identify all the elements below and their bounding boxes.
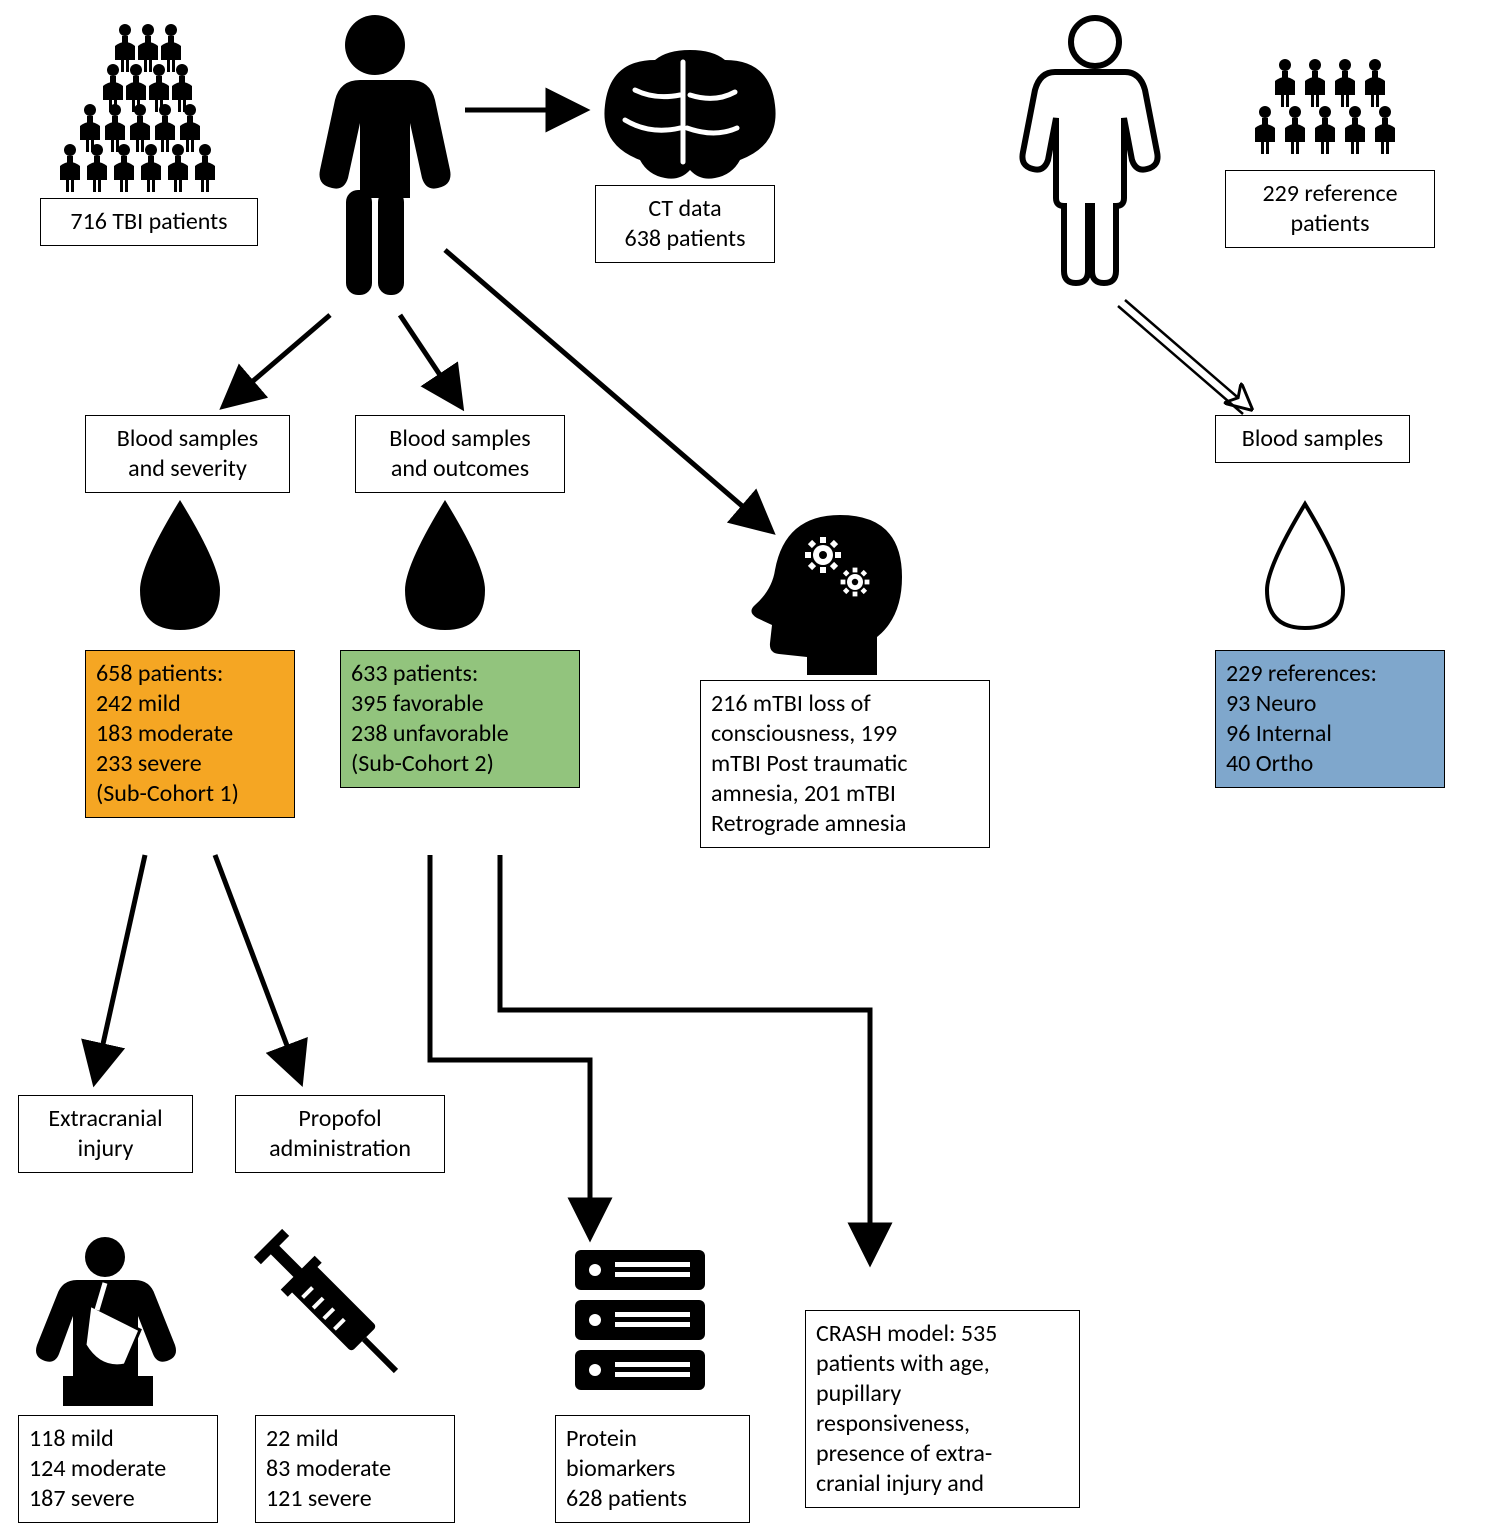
extracranial-l2: injury xyxy=(78,1134,134,1163)
blood-severity-l2: and severity xyxy=(128,454,247,483)
cohort2-l3: 238 unfavorable xyxy=(351,719,509,748)
cohort1-l2: 242 mild xyxy=(96,689,181,718)
brain-icon xyxy=(595,50,770,180)
ref-patients-l1: 229 reference xyxy=(1262,179,1397,208)
ct-data-box: CT data 638 patients xyxy=(595,185,775,263)
protein-box: Protein biomarkers 628 patients xyxy=(555,1415,750,1523)
crash-l2: patients with age, xyxy=(816,1349,990,1378)
prop-counts-l2: 83 moderate xyxy=(266,1454,391,1483)
database-icon xyxy=(560,1240,720,1410)
protein-l1: Protein xyxy=(566,1424,637,1453)
ct-data-l1: CT data xyxy=(648,194,721,223)
reference-patients-box: 229 reference patients xyxy=(1225,170,1435,248)
refs-l3: 96 Internal xyxy=(1226,719,1332,748)
protein-l3: 628 patients xyxy=(566,1484,687,1513)
references-box: 229 references: 93 Neuro 96 Internal 40 … xyxy=(1215,650,1445,788)
blood-severity-l1: Blood samples xyxy=(117,424,258,453)
blood-drop-solid-icon xyxy=(130,500,230,635)
propofol-l2: administration xyxy=(269,1134,411,1163)
ext-counts-l1: 118 mild xyxy=(29,1424,114,1453)
mtbi-l1: 216 mTBI loss of xyxy=(711,689,871,718)
cohort2-l4: (Sub-Cohort 2) xyxy=(351,749,494,778)
cohort1-box: 658 patients: 242 mild 183 moderate 233 … xyxy=(85,650,295,818)
crash-l5: presence of extra- xyxy=(816,1439,992,1468)
propofol-box: Propofol administration xyxy=(235,1095,445,1173)
injured-person-icon xyxy=(35,1235,185,1410)
head-gears-icon xyxy=(745,510,910,675)
extracranial-counts-box: 118 mild 124 moderate 187 severe xyxy=(18,1415,218,1523)
blood-severity-box: Blood samples and severity xyxy=(85,415,290,493)
tbi-patients-box: 716 TBI patients xyxy=(40,198,258,246)
crash-box: CRASH model: 535 patients with age, pupi… xyxy=(805,1310,1080,1508)
refs-l1: 229 references: xyxy=(1226,659,1377,688)
blood-drop-solid-icon xyxy=(395,500,495,635)
blood-outcomes-l1: Blood samples xyxy=(389,424,530,453)
crash-l4: responsiveness, xyxy=(816,1409,970,1438)
cohort1-l1: 658 patients: xyxy=(96,659,223,688)
cohort2-box: 633 patients: 395 favorable 238 unfavora… xyxy=(340,650,580,788)
mtbi-l3: mTBI Post traumatic xyxy=(711,749,908,778)
blood-ref-text: Blood samples xyxy=(1242,424,1383,453)
patient-solid-icon xyxy=(290,10,460,310)
crash-l3: pupillary xyxy=(816,1379,901,1408)
mtbi-l4: amnesia, 201 mTBI xyxy=(711,779,896,808)
propofol-counts-box: 22 mild 83 moderate 121 severe xyxy=(255,1415,455,1523)
cohort2-l1: 633 patients: xyxy=(351,659,478,688)
tbi-patients-text: 716 TBI patients xyxy=(70,207,227,236)
refs-l4: 40 Ortho xyxy=(1226,749,1313,778)
patient-outline-icon xyxy=(1020,10,1170,300)
prop-counts-l1: 22 mild xyxy=(266,1424,339,1453)
cohort2-l2: 395 favorable xyxy=(351,689,484,718)
refs-l2: 93 Neuro xyxy=(1226,689,1316,718)
protein-l2: biomarkers xyxy=(566,1454,675,1483)
crowd-icon xyxy=(30,20,265,190)
cohort1-l3: 183 moderate xyxy=(96,719,233,748)
crash-l1: CRASH model: 535 xyxy=(816,1319,997,1348)
cohort1-l5: (Sub-Cohort 1) xyxy=(96,779,239,808)
prop-counts-l3: 121 severe xyxy=(266,1484,372,1513)
blood-outcomes-l2: and outcomes xyxy=(391,454,529,483)
crash-l6: cranial injury and xyxy=(816,1469,984,1498)
ext-counts-l2: 124 moderate xyxy=(29,1454,166,1483)
ct-data-l2: 638 patients xyxy=(625,224,746,253)
mtbi-l5: Retrograde amnesia xyxy=(711,809,906,838)
blood-outcomes-box: Blood samples and outcomes xyxy=(355,415,565,493)
extracranial-box: Extracranial injury xyxy=(18,1095,193,1173)
reference-crowd-icon xyxy=(1215,55,1445,165)
ref-patients-l2: patients xyxy=(1290,209,1369,238)
syringe-icon xyxy=(270,1235,430,1410)
ext-counts-l3: 187 severe xyxy=(29,1484,135,1513)
extracranial-l1: Extracranial xyxy=(48,1104,162,1133)
blood-reference-box: Blood samples xyxy=(1215,415,1410,463)
cohort1-l4: 233 severe xyxy=(96,749,202,778)
mtbi-box: 216 mTBI loss of consciousness, 199 mTBI… xyxy=(700,680,990,848)
propofol-l1: Propofol xyxy=(298,1104,381,1133)
mtbi-l2: consciousness, 199 xyxy=(711,719,897,748)
blood-drop-outline-icon xyxy=(1255,500,1355,635)
